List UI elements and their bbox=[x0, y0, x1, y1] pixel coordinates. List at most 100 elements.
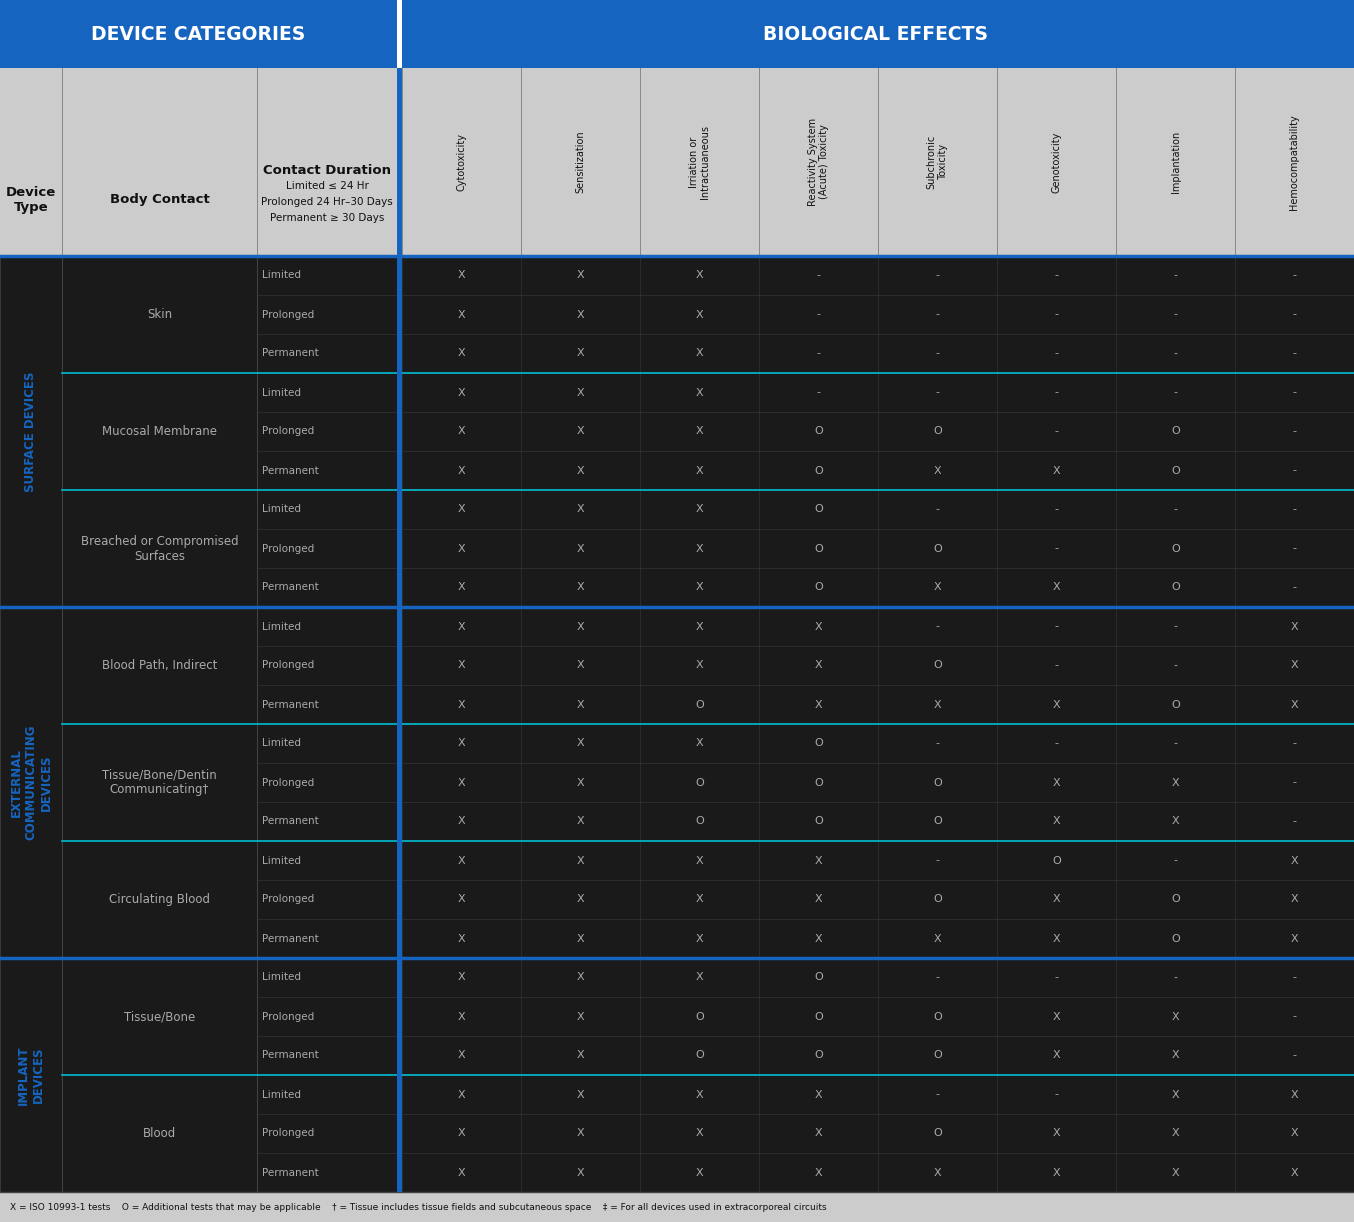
Text: Permanent: Permanent bbox=[263, 699, 318, 710]
Text: O: O bbox=[1171, 426, 1179, 436]
Text: X: X bbox=[1290, 934, 1298, 943]
Text: X: X bbox=[815, 934, 822, 943]
Text: -: - bbox=[936, 973, 940, 982]
Text: -: - bbox=[1055, 1090, 1059, 1100]
Text: X: X bbox=[1171, 1012, 1179, 1022]
Text: O: O bbox=[1171, 699, 1179, 710]
Text: O: O bbox=[695, 777, 704, 787]
Text: Limited: Limited bbox=[263, 855, 301, 865]
Text: X: X bbox=[577, 466, 585, 475]
Text: O: O bbox=[1171, 895, 1179, 904]
Text: X: X bbox=[458, 816, 466, 826]
Text: X: X bbox=[696, 466, 703, 475]
Text: X: X bbox=[577, 934, 585, 943]
Text: X: X bbox=[696, 583, 703, 593]
Text: X = ISO 10993-1 tests    O = Additional tests that may be applicable    † = Tiss: X = ISO 10993-1 tests O = Additional tes… bbox=[9, 1202, 827, 1211]
Text: Limited: Limited bbox=[263, 505, 301, 514]
Text: -: - bbox=[1055, 426, 1059, 436]
Text: X: X bbox=[1052, 1128, 1060, 1139]
Text: X: X bbox=[577, 855, 585, 865]
Text: Prolonged: Prolonged bbox=[263, 426, 314, 436]
Text: X: X bbox=[458, 661, 466, 671]
Text: X: X bbox=[1290, 699, 1298, 710]
Text: X: X bbox=[458, 934, 466, 943]
Text: O: O bbox=[933, 1128, 942, 1139]
Text: -: - bbox=[1293, 1012, 1297, 1022]
Text: Reactivity System
(Acute) Toxicity: Reactivity System (Acute) Toxicity bbox=[808, 119, 829, 207]
Text: Prolonged: Prolonged bbox=[263, 661, 314, 671]
Text: -: - bbox=[936, 309, 940, 319]
Text: Prolonged: Prolonged bbox=[263, 777, 314, 787]
Text: X: X bbox=[1171, 1128, 1179, 1139]
Text: X: X bbox=[696, 426, 703, 436]
Text: Breached or Compromised
Surfaces: Breached or Compromised Surfaces bbox=[81, 534, 238, 562]
Text: -: - bbox=[1174, 855, 1178, 865]
Text: Limited: Limited bbox=[263, 1090, 301, 1100]
Bar bbox=[0, 255, 62, 607]
Text: O: O bbox=[814, 973, 823, 982]
Text: O: O bbox=[1171, 583, 1179, 593]
Text: Prolonged 24 Hr–30 Days: Prolonged 24 Hr–30 Days bbox=[261, 197, 393, 207]
Text: X: X bbox=[815, 661, 822, 671]
Text: X: X bbox=[696, 855, 703, 865]
Text: X: X bbox=[577, 583, 585, 593]
Text: X: X bbox=[458, 387, 466, 397]
Text: -: - bbox=[1055, 309, 1059, 319]
Text: -: - bbox=[1055, 270, 1059, 281]
Text: -: - bbox=[1293, 1051, 1297, 1061]
Text: O: O bbox=[814, 583, 823, 593]
Text: X: X bbox=[1052, 895, 1060, 904]
Text: X: X bbox=[458, 1051, 466, 1061]
Text: X: X bbox=[577, 973, 585, 982]
Text: Limited ≤ 24 Hr: Limited ≤ 24 Hr bbox=[286, 181, 368, 191]
Text: -: - bbox=[816, 348, 821, 358]
Text: X: X bbox=[696, 973, 703, 982]
Text: IMPLANT
DEVICES: IMPLANT DEVICES bbox=[18, 1045, 45, 1105]
Bar bbox=[0, 68, 1354, 255]
Text: X: X bbox=[577, 544, 585, 554]
Text: O: O bbox=[814, 816, 823, 826]
Text: Permanent: Permanent bbox=[263, 348, 318, 358]
Text: O: O bbox=[814, 1012, 823, 1022]
Text: X: X bbox=[458, 973, 466, 982]
Text: X: X bbox=[577, 426, 585, 436]
Text: Permanent: Permanent bbox=[263, 583, 318, 593]
Text: X: X bbox=[458, 309, 466, 319]
Text: X: X bbox=[577, 895, 585, 904]
Text: O: O bbox=[695, 816, 704, 826]
Text: O: O bbox=[933, 661, 942, 671]
Text: X: X bbox=[1290, 661, 1298, 671]
Text: X: X bbox=[577, 1051, 585, 1061]
Text: Sensitization: Sensitization bbox=[575, 131, 585, 193]
Text: Hemocompatability: Hemocompatability bbox=[1289, 114, 1300, 210]
Text: X: X bbox=[577, 505, 585, 514]
Text: X: X bbox=[458, 855, 466, 865]
Text: X: X bbox=[577, 270, 585, 281]
Text: X: X bbox=[577, 661, 585, 671]
Text: X: X bbox=[815, 622, 822, 632]
Text: Subchronic
Toxicity: Subchronic Toxicity bbox=[926, 134, 948, 189]
Text: EXTERNAL
COMMUNICATING
DEVICES: EXTERNAL COMMUNICATING DEVICES bbox=[9, 725, 53, 841]
Text: -: - bbox=[816, 387, 821, 397]
Text: -: - bbox=[1055, 738, 1059, 749]
Text: X: X bbox=[1290, 1128, 1298, 1139]
Bar bbox=[397, 0, 402, 68]
Text: -: - bbox=[1293, 426, 1297, 436]
Text: Cytotoxicity: Cytotoxicity bbox=[456, 133, 467, 191]
Text: -: - bbox=[1055, 661, 1059, 671]
Text: X: X bbox=[696, 309, 703, 319]
Text: -: - bbox=[1174, 387, 1178, 397]
Text: O: O bbox=[933, 1012, 942, 1022]
Text: X: X bbox=[1171, 1167, 1179, 1178]
Text: O: O bbox=[933, 544, 942, 554]
Text: X: X bbox=[696, 738, 703, 749]
Text: X: X bbox=[458, 895, 466, 904]
Text: X: X bbox=[458, 505, 466, 514]
Text: X: X bbox=[458, 1128, 466, 1139]
Text: Mucosal Membrane: Mucosal Membrane bbox=[102, 425, 217, 437]
Text: -: - bbox=[1055, 348, 1059, 358]
Text: Body Contact: Body Contact bbox=[110, 193, 210, 207]
Text: X: X bbox=[577, 699, 585, 710]
Text: X: X bbox=[577, 1090, 585, 1100]
Text: X: X bbox=[696, 505, 703, 514]
